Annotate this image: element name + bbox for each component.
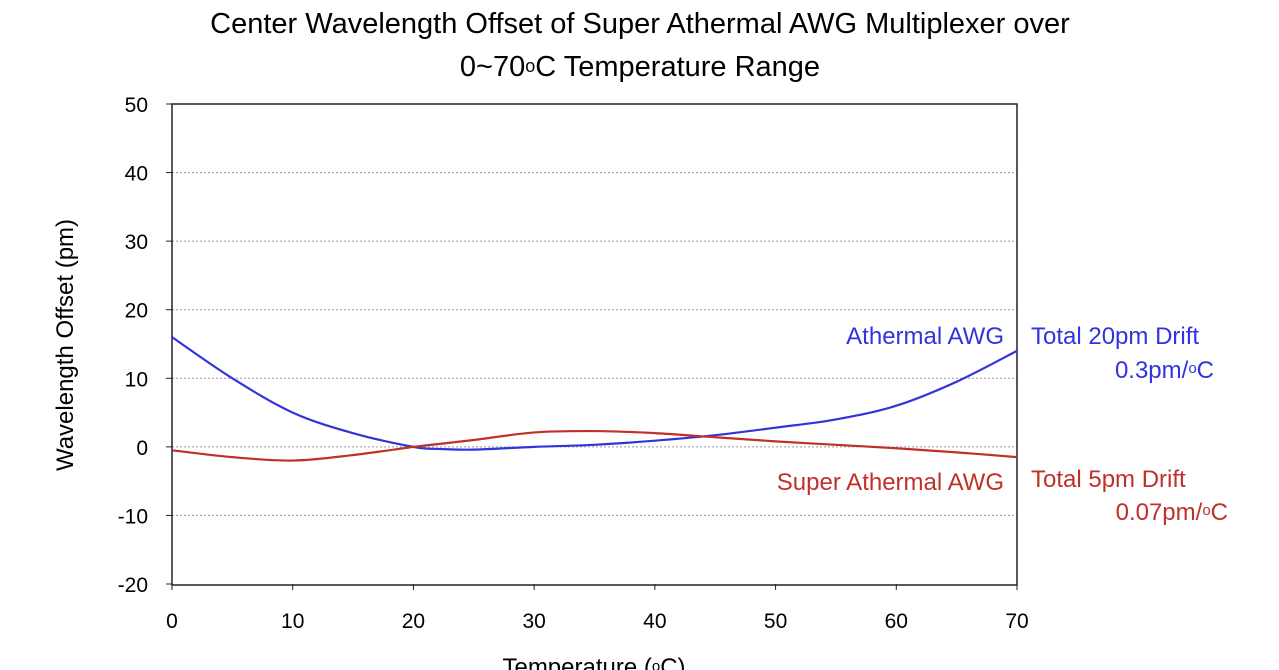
y-tick-label: -20 — [118, 574, 148, 597]
x-tick-label: 30 — [522, 610, 545, 633]
y-tick-label: 0 — [136, 437, 148, 460]
y-tick-label: -10 — [118, 505, 148, 528]
series-line-0 — [171, 336, 1018, 451]
annotation-super-drift: Total 5pm Drift — [1031, 466, 1186, 493]
y-tick-label: 20 — [125, 300, 148, 323]
ticks: 50 40 30 20 10 0 -10 -20 0 10 20 30 40 50 60 70 — [118, 94, 1029, 633]
legend-label-super-athermal: Super Athermal AWG — [777, 469, 1004, 496]
x-tick-label: 60 — [885, 610, 908, 633]
chart-title-line2: 0~70oC Temperature Range — [460, 51, 820, 83]
series-lines — [171, 336, 1018, 462]
legend-label-athermal: Athermal AWG — [846, 323, 1004, 350]
x-tick-label: 40 — [643, 610, 666, 633]
x-axis-label: Temperature (oC) — [502, 654, 685, 670]
series-line-1 — [171, 429, 1018, 462]
annotation-athermal-rate: 0.3pm/oC — [1115, 357, 1214, 384]
annotation-super-rate: 0.07pm/oC — [1116, 499, 1228, 526]
x-tick-label: 10 — [281, 610, 304, 633]
chart-title-line1: Center Wavelength Offset of Super Atherm… — [210, 8, 1070, 40]
x-tick-label: 50 — [764, 610, 787, 633]
y-tick-label: 50 — [125, 94, 148, 117]
y-tick-label: 10 — [125, 368, 148, 391]
y-tick-label: 40 — [125, 163, 148, 186]
y-tick-label: 30 — [125, 231, 148, 254]
x-tick-label: 70 — [1005, 610, 1028, 633]
x-tick-label: 20 — [402, 610, 425, 633]
annotation-athermal-drift: Total 20pm Drift — [1031, 323, 1199, 350]
y-axis-label: Wavelength Offset (pm) — [52, 219, 79, 471]
plot-frame — [171, 103, 1018, 586]
x-tick-label: 0 — [166, 610, 178, 633]
